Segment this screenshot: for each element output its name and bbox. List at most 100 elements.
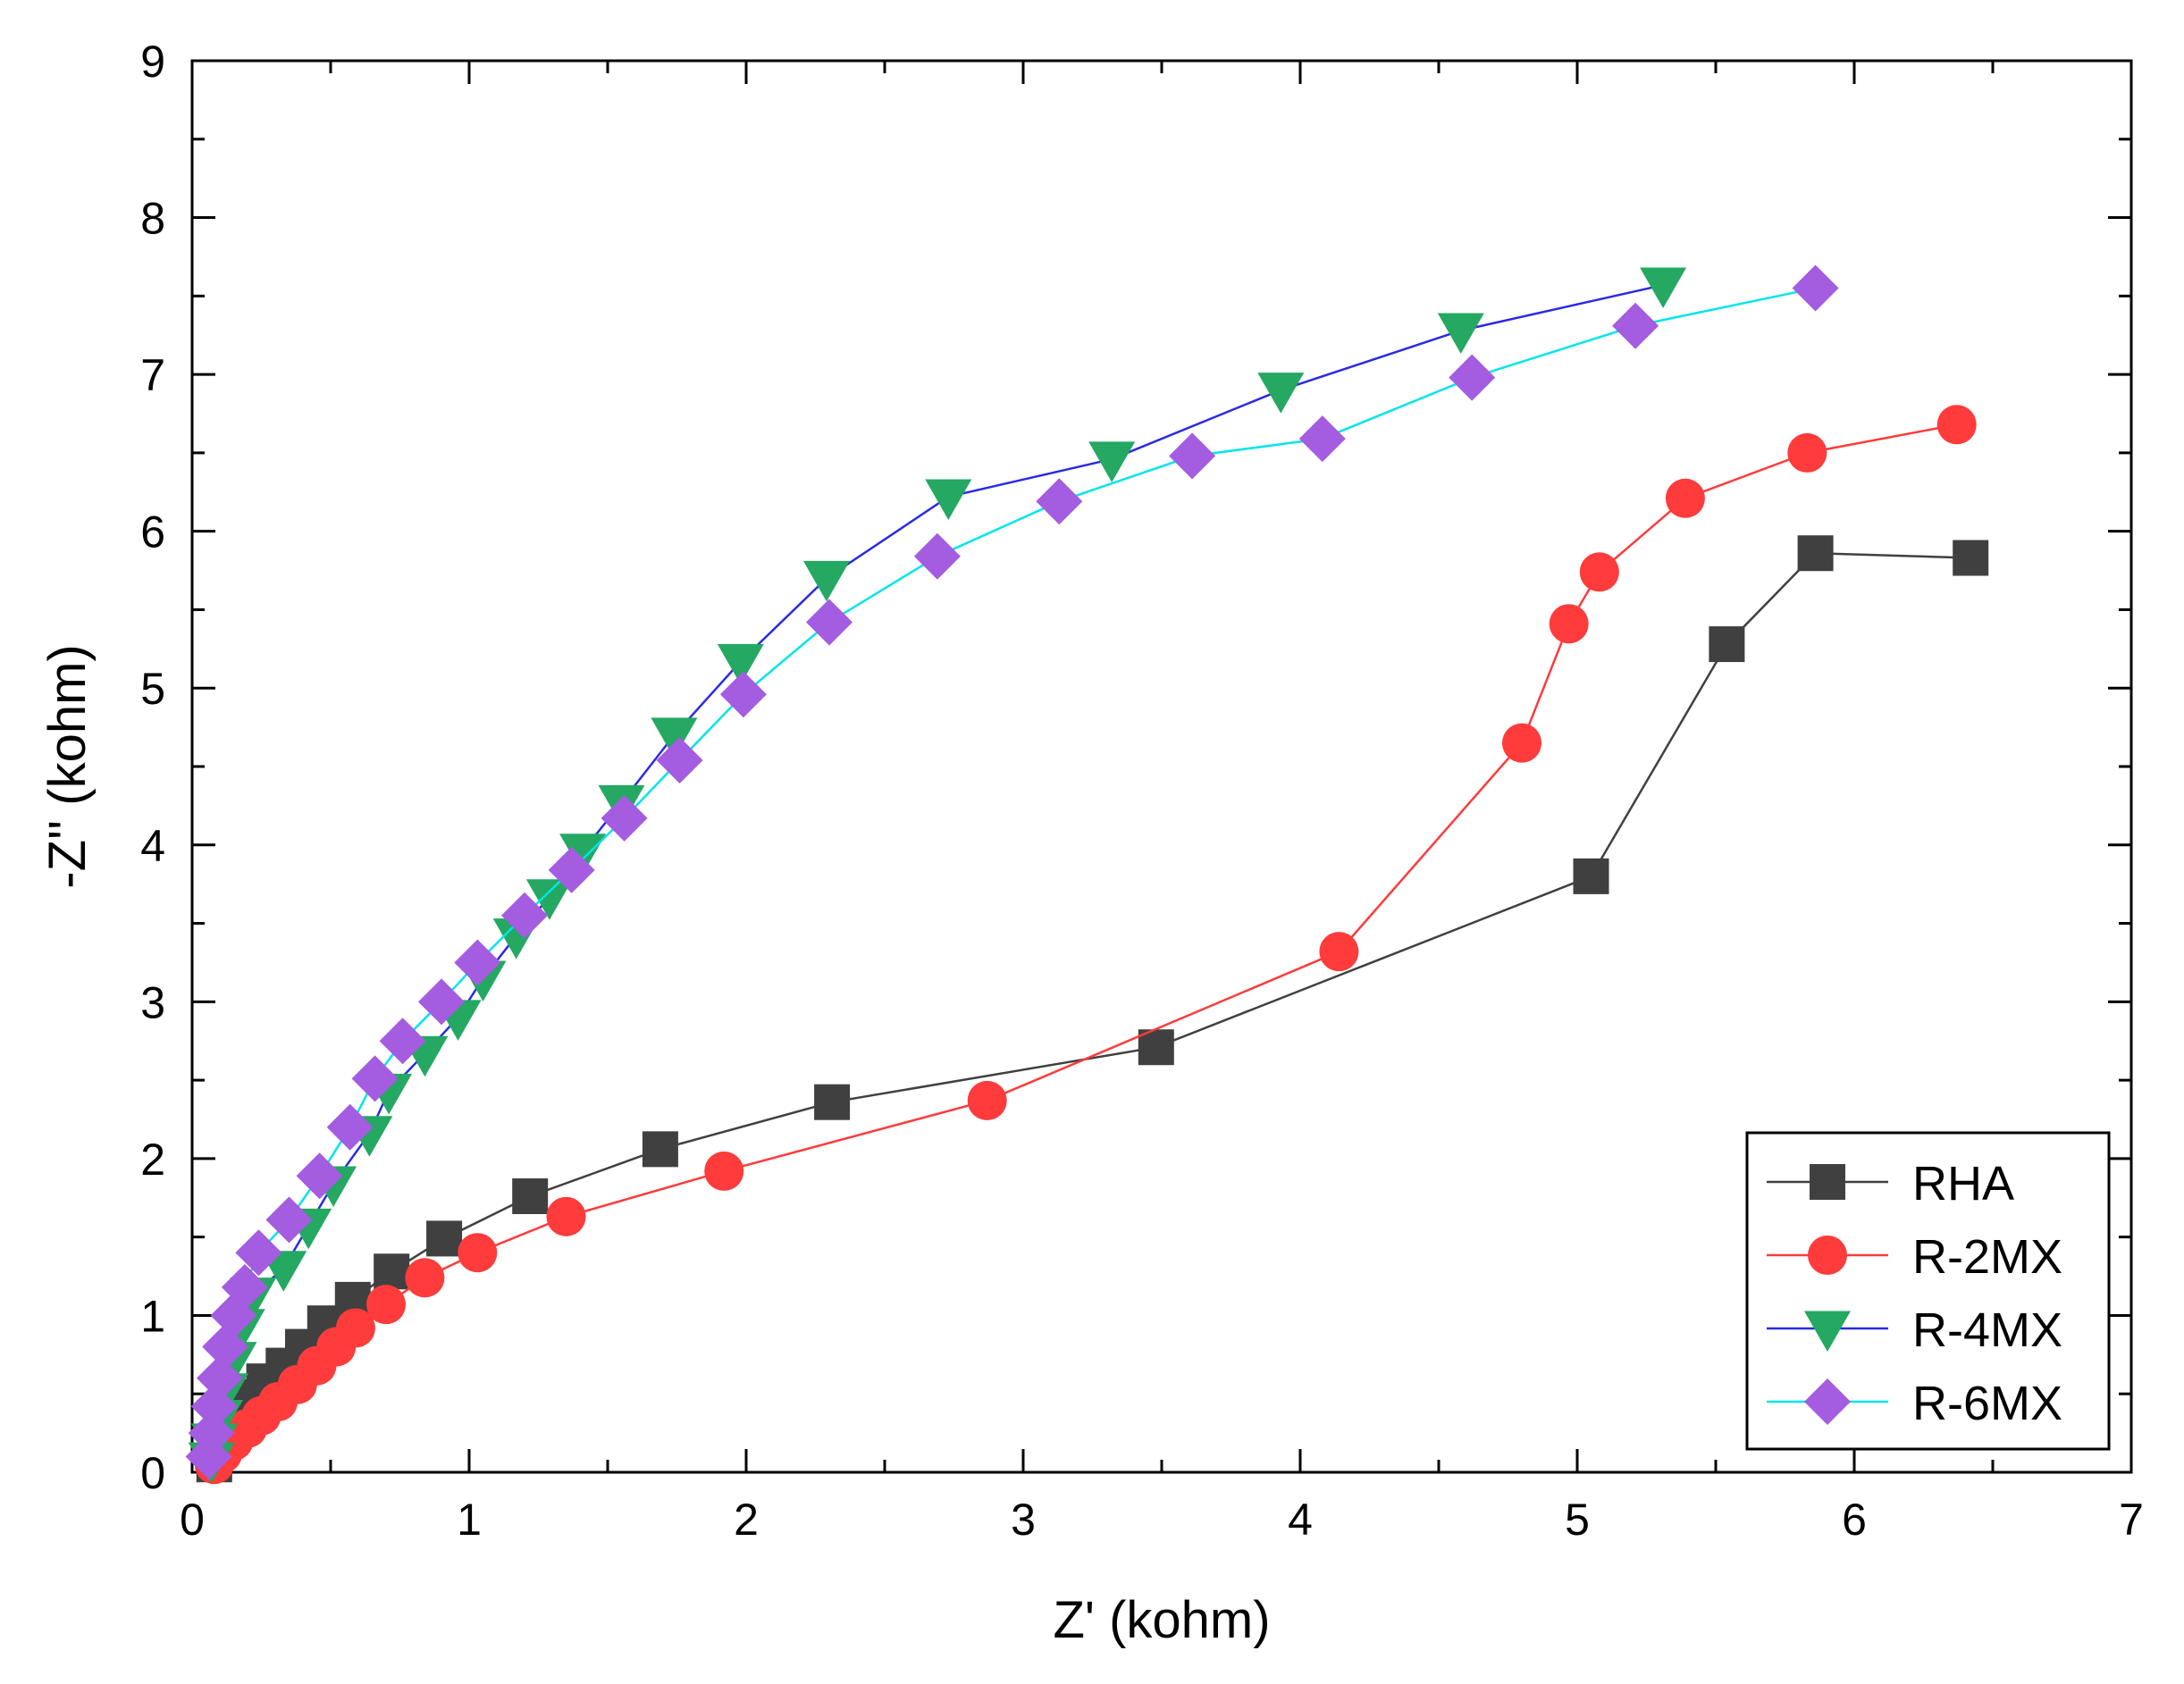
data-point-r-6mx	[1298, 415, 1346, 463]
legend-marker-r-2mx	[1808, 1236, 1847, 1275]
data-point-r-6mx	[188, 1410, 235, 1457]
data-point-r-6mx	[1449, 354, 1496, 401]
data-point-r-4mx	[1257, 373, 1305, 414]
x-tick-label: 6	[1842, 1495, 1867, 1545]
data-point-r-6mx	[719, 671, 767, 718]
y-tick-label: 8	[140, 194, 165, 244]
legend-box	[1745, 1131, 2111, 1451]
data-point-r-2mx	[335, 1308, 375, 1348]
data-point-r-6mx	[1792, 264, 1839, 312]
series-r-6mx	[185, 264, 1839, 1480]
series-r-4mx	[188, 267, 1687, 1483]
data-point-r-2mx	[967, 1080, 1007, 1120]
data-point-r-6mx	[418, 978, 465, 1026]
x-tick-label: 4	[1288, 1495, 1313, 1545]
y-axis-title: -Z'' (kohm)	[38, 644, 97, 888]
legend: RHA R-2MX R-4MX R-6MX	[1745, 1131, 2111, 1451]
data-point-r-6mx	[454, 939, 501, 986]
data-point-r-6mx	[501, 892, 548, 939]
data-point-r-2mx	[1665, 478, 1705, 518]
x-tick-label: 3	[1011, 1495, 1036, 1545]
legend-label-r-6mx: R-6MX	[1912, 1377, 2062, 1430]
y-tick-label: 5	[140, 664, 165, 714]
x-axis-title: Z' (kohm)	[1053, 1591, 1270, 1649]
data-point-r-2mx	[1502, 723, 1541, 763]
series-line-rha	[213, 551, 1971, 1465]
legend-label-r-2mx: R-2MX	[1912, 1230, 2062, 1284]
legend-marker-r-4mx	[1804, 1311, 1851, 1352]
data-point-r-4mx	[717, 643, 764, 685]
y-tick-label: 1	[140, 1291, 165, 1341]
data-point-r-4mx	[1437, 313, 1484, 354]
data-point-r-6mx	[202, 1323, 249, 1370]
legend-item-r-6mx: R-6MX	[1767, 1377, 2062, 1430]
data-point-rha	[1138, 1029, 1174, 1066]
data-point-r-6mx	[197, 1354, 243, 1402]
data-point-r-6mx	[326, 1103, 374, 1151]
data-point-r-2mx	[1936, 405, 1977, 445]
data-point-rha	[1953, 540, 1989, 576]
data-point-r-6mx	[806, 599, 853, 646]
data-point-r-4mx	[525, 879, 573, 920]
data-point-r-6mx	[1169, 432, 1216, 480]
axis-ticks: 0 1 2 3 4 5 6 7 0 1 2 3 4 5 6 7 8 9	[140, 37, 2144, 1545]
y-tick-label: 0	[140, 1448, 165, 1498]
data-point-r-6mx	[1036, 478, 1083, 525]
data-point-r-2mx	[405, 1258, 445, 1298]
data-point-rha	[374, 1253, 410, 1290]
series-r-2mx	[194, 405, 1977, 1485]
data-point-r-4mx	[1640, 267, 1687, 309]
x-tick-label: 0	[180, 1495, 205, 1545]
legend-item-r-2mx: R-2MX	[1767, 1230, 2062, 1284]
data-point-r-6mx	[656, 736, 703, 783]
data-point-rha	[512, 1178, 549, 1215]
data-point-rha	[642, 1131, 678, 1168]
y-tick-label: 2	[140, 1135, 165, 1185]
y-tick-label: 3	[140, 977, 165, 1027]
data-point-rha	[814, 1084, 851, 1120]
data-point-r-6mx	[548, 846, 595, 893]
y-tick-label: 9	[140, 37, 165, 87]
data-point-r-4mx	[1088, 441, 1136, 482]
data-point-r-2mx	[1549, 604, 1589, 644]
legend-item-rha: RHA	[1767, 1157, 2014, 1211]
y-tick-label: 7	[140, 350, 165, 400]
data-point-r-6mx	[235, 1229, 282, 1277]
data-point-r-6mx	[296, 1152, 343, 1200]
legend-label-r-4mx: R-4MX	[1912, 1303, 2062, 1357]
data-point-r-2mx	[1579, 552, 1619, 592]
x-tick-label: 1	[457, 1495, 482, 1545]
x-tick-label: 2	[734, 1495, 759, 1545]
data-point-rha	[1797, 535, 1834, 572]
data-point-r-4mx	[925, 479, 972, 521]
data-point-r-2mx	[1319, 932, 1359, 972]
data-point-r-2mx	[546, 1196, 586, 1236]
data-point-r-6mx	[265, 1196, 313, 1244]
data-point-r-2mx	[458, 1233, 498, 1273]
data-point-r-6mx	[351, 1055, 399, 1102]
data-point-r-6mx	[601, 794, 648, 842]
legend-marker-rha	[1810, 1164, 1845, 1200]
data-point-rha	[1709, 626, 1745, 663]
data-point-r-4mx	[559, 834, 607, 875]
data-point-r-6mx	[379, 1018, 426, 1065]
legend-marker-r-6mx	[1804, 1378, 1851, 1425]
legend-item-r-4mx: R-4MX	[1767, 1303, 2062, 1357]
legend-label-rha: RHA	[1912, 1157, 2014, 1211]
x-tick-label: 5	[1565, 1495, 1590, 1545]
data-point-r-6mx	[1612, 302, 1659, 349]
data-point-rha	[426, 1220, 463, 1257]
data-point-r-4mx	[651, 717, 698, 758]
data-point-r-6mx	[221, 1263, 268, 1311]
y-tick-label: 4	[140, 821, 165, 871]
y-tick-label: 6	[140, 507, 165, 557]
data-point-r-2mx	[704, 1151, 744, 1191]
data-point-r-2mx	[1787, 432, 1827, 473]
data-point-r-2mx	[366, 1285, 406, 1325]
data-point-rha	[1573, 858, 1609, 894]
data-point-r-4mx	[802, 560, 850, 602]
x-tick-label: 7	[2119, 1495, 2144, 1545]
series-layer	[185, 264, 1989, 1485]
